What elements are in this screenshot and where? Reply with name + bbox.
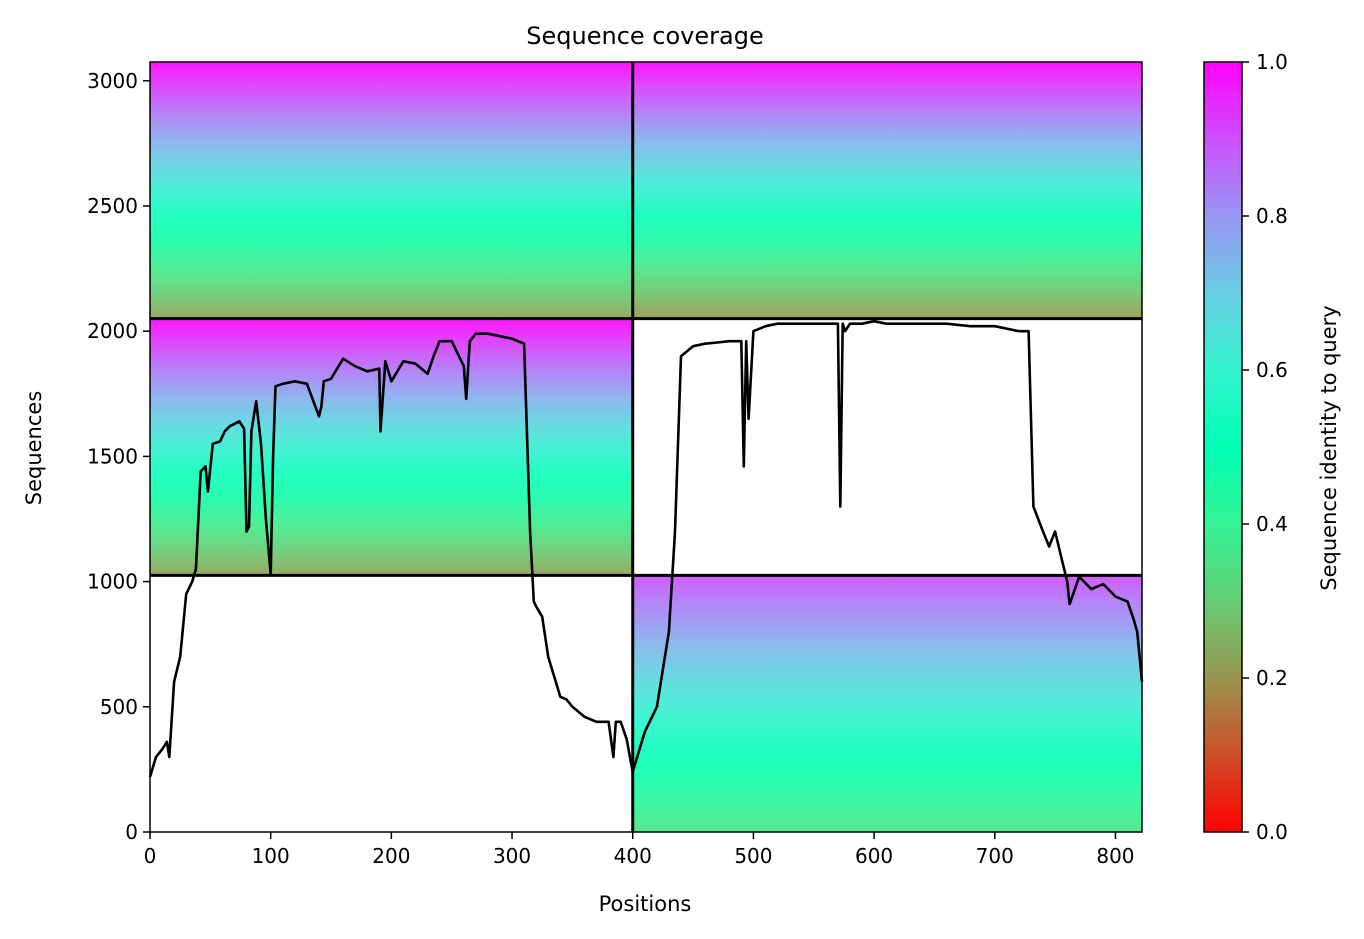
colorbar-label: Sequence identity to query [1317, 305, 1341, 590]
coverage-block-2 [632, 62, 1142, 319]
plot-frame [149, 61, 1143, 833]
chart-title: Sequence coverage [526, 22, 763, 50]
x-tick-label: 700 [976, 844, 1014, 868]
x-tick-label: 500 [734, 844, 772, 868]
x-tick-label: 300 [493, 844, 531, 868]
colorbar-tick-label: 0.2 [1256, 666, 1288, 690]
colorbar-tick-label: 0.4 [1256, 512, 1288, 536]
y-axis: 0 500 1000 1500 2000 2500 3000 [87, 69, 150, 844]
coverage-block-3 [150, 318, 633, 576]
y-tick-label: 1500 [87, 444, 138, 468]
y-tick-label: 2500 [87, 194, 138, 218]
x-tick-label: 0 [144, 844, 157, 868]
coverage-block-4 [632, 575, 1142, 832]
colorbar-tick-label: 0.6 [1256, 358, 1288, 382]
y-axis-label: Sequences [22, 391, 46, 506]
x-axis: 0 100 200 300 400 500 600 700 800 [144, 832, 1135, 868]
y-tick-label: 2000 [87, 319, 138, 343]
coverage-block-1 [150, 62, 633, 319]
y-tick-label: 1000 [87, 570, 138, 594]
x-tick-label: 400 [614, 844, 652, 868]
x-axis-label: Positions [599, 892, 692, 916]
y-tick-label: 0 [125, 820, 138, 844]
y-tick-label: 3000 [87, 69, 138, 93]
x-tick-label: 100 [252, 844, 290, 868]
x-tick-label: 600 [855, 844, 893, 868]
x-tick-label: 800 [1096, 844, 1134, 868]
x-tick-label: 200 [372, 844, 410, 868]
coverage-line [148, 319, 1144, 778]
y-tick-label: 500 [100, 695, 138, 719]
colorbar-gradient [1203, 61, 1243, 833]
colorbar-tick-label: 0.0 [1256, 820, 1288, 844]
colorbar-tick-label: 0.8 [1256, 204, 1288, 228]
colorbar: 0.0 0.2 0.4 0.6 0.8 1.0 [1203, 50, 1288, 844]
plot-area [148, 61, 1144, 833]
colorbar-tick-label: 1.0 [1256, 50, 1288, 74]
